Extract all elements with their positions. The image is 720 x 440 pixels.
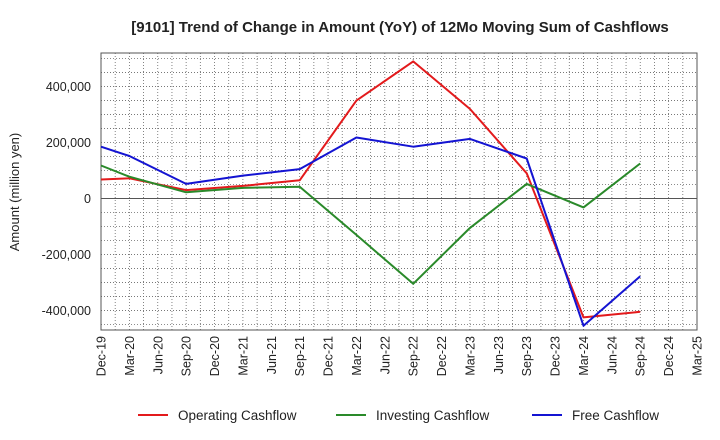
legend-label-operating-cashflow: Operating Cashflow	[178, 408, 297, 423]
legend-label-investing-cashflow: Investing Cashflow	[376, 408, 490, 423]
x-tick-label: Mar-25	[691, 336, 705, 376]
x-tick-label: Dec-21	[322, 336, 336, 376]
plot-area: 400,000 200,000 0 -200,000 -400,000 Dec-19 Mar…	[42, 52, 705, 376]
y-tick-label: 0	[84, 192, 91, 206]
y-tick-label: 400,000	[46, 80, 91, 94]
x-tick-label: Sep-22	[407, 336, 421, 376]
x-tick-label: Sep-21	[293, 336, 307, 376]
series-line-free-cashflow	[100, 136, 641, 327]
x-tick-label: Jun-23	[492, 336, 506, 374]
x-tick-label: Mar-24	[577, 336, 591, 376]
x-tick-label: Sep-20	[180, 336, 194, 376]
x-tick-label: Jun-20	[151, 336, 165, 374]
y-axis-label: Amount (million yen)	[7, 133, 22, 252]
y-tick-label: 200,000	[46, 136, 91, 150]
x-tick-label: Jun-24	[605, 336, 619, 374]
x-tick-label: Mar-20	[123, 336, 137, 376]
x-tick-label: Jun-22	[378, 336, 392, 374]
x-tick-label: Dec-20	[208, 336, 222, 376]
x-tick-label: Dec-19	[95, 336, 109, 376]
x-tick-label: Mar-23	[463, 336, 477, 376]
plot-border	[100, 52, 698, 331]
chart-title: [9101] Trend of Change in Amount (YoY) o…	[131, 19, 669, 36]
series-line-investing-cashflow	[100, 162, 641, 285]
x-tick-label: Dec-24	[662, 336, 676, 376]
y-tick-label: -200,000	[42, 248, 91, 262]
x-tick-label: Sep-24	[634, 336, 648, 376]
x-tick-label: Mar-22	[350, 336, 364, 376]
x-tick-label: Jun-21	[265, 336, 279, 374]
x-tick-label: Dec-23	[549, 336, 563, 376]
y-tick-label: -400,000	[42, 304, 91, 318]
x-tick-label: Dec-22	[435, 336, 449, 376]
x-tick-label: Mar-21	[236, 336, 250, 376]
legend: Operating Cashflow Investing Cashflow Free…	[138, 408, 659, 423]
legend-label-free-cashflow: Free Cashflow	[572, 408, 659, 423]
x-tick-label: Sep-23	[520, 336, 534, 376]
